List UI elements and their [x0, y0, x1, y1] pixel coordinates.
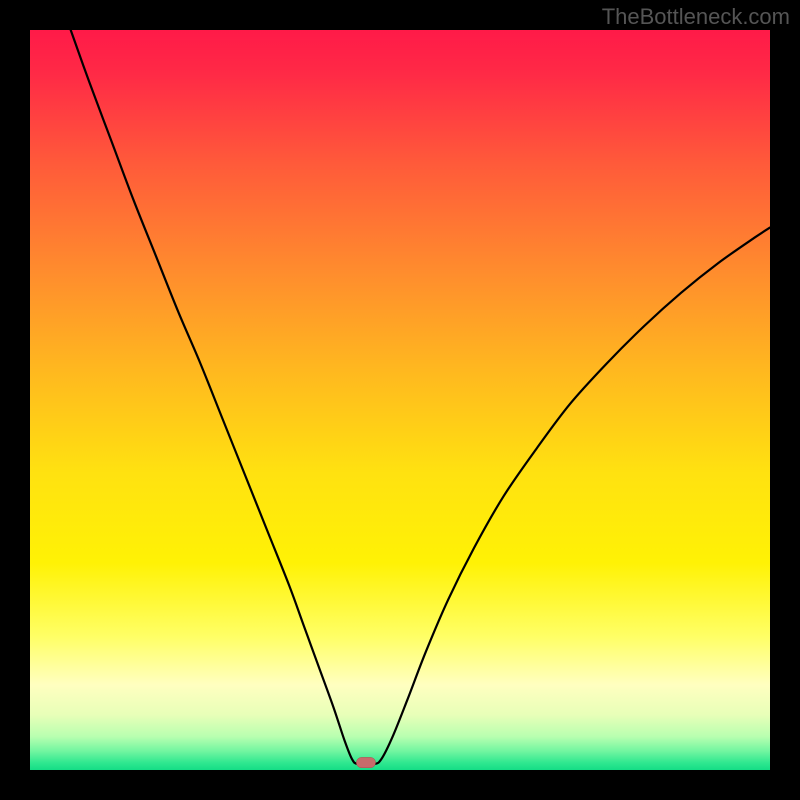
- watermark-label: TheBottleneck.com: [602, 4, 790, 30]
- chart-frame: TheBottleneck.com: [0, 0, 800, 800]
- chart-background: [30, 30, 770, 770]
- chart-svg: [30, 30, 770, 770]
- optimal-marker: [356, 757, 375, 767]
- plot-area: [30, 30, 770, 770]
